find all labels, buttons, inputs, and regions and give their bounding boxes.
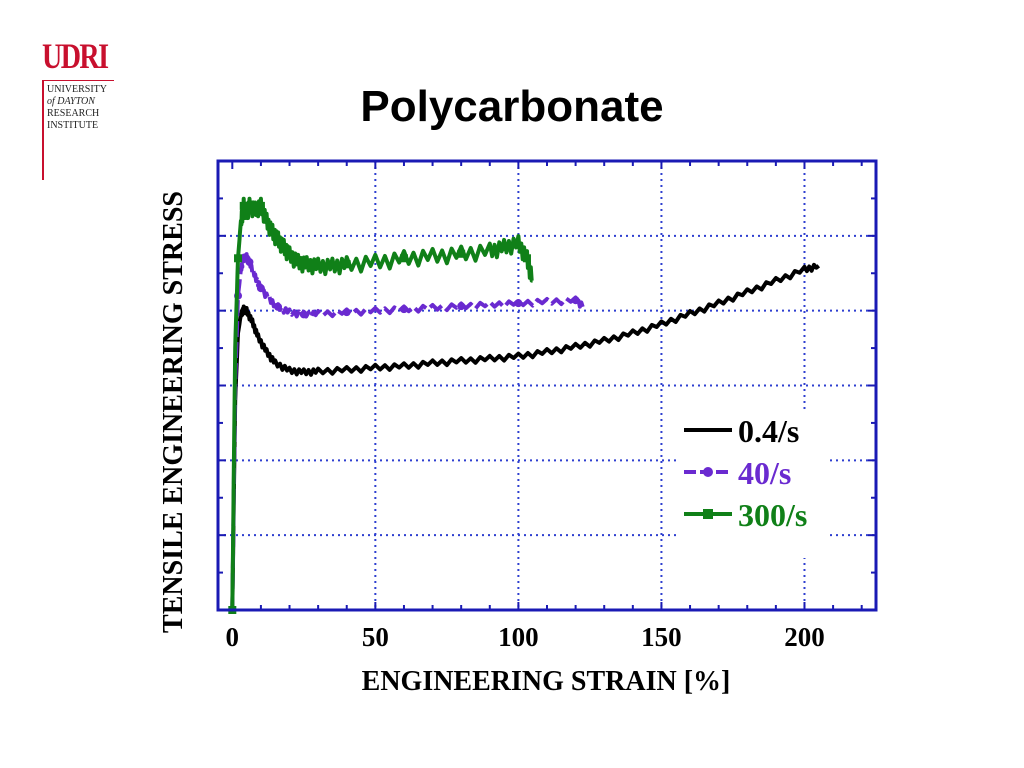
data-point (399, 305, 408, 314)
legend-marker (703, 467, 713, 477)
logo-rule (42, 80, 114, 81)
plot-frame (216, 159, 878, 612)
logo-sidebar (42, 80, 44, 180)
data-point (245, 258, 254, 267)
data-point (514, 299, 523, 308)
data-point (314, 261, 323, 270)
data-point (457, 249, 466, 258)
data-point (268, 228, 277, 237)
series-layer (228, 196, 821, 614)
data-point (522, 254, 531, 263)
data-point (279, 243, 288, 252)
legend-item: 0.4/s (684, 413, 799, 449)
data-point (342, 308, 351, 317)
data-point (256, 201, 265, 210)
x-axis-title: ENGINEERING STRAIN [%] (362, 666, 731, 697)
legend-marker (703, 509, 713, 519)
series-40-s (228, 252, 585, 614)
x-tick-label-200: 200 (784, 622, 825, 652)
legend-item: 40/s (684, 455, 791, 491)
logo-line-dayton: of DAYTON (47, 96, 95, 107)
legend-label: 300/s (738, 497, 807, 533)
logo-line-institute: INSTITUTE (47, 120, 99, 131)
data-point (239, 201, 248, 210)
x-tick-labels: 0 50 100 150 200 (226, 622, 825, 652)
logo-line-university: UNIVERSITY (47, 84, 107, 95)
data-point (274, 302, 283, 311)
data-point (299, 310, 308, 319)
data-point (234, 254, 243, 263)
x-tick-label-100: 100 (498, 622, 539, 652)
legend-item: 300/s (684, 497, 807, 533)
legend-background (676, 410, 826, 558)
data-point (256, 284, 265, 293)
x-tick-label-50: 50 (362, 622, 389, 652)
series-300-s (228, 196, 534, 614)
udri-logo: UDRI UNIVERSITY of DAYTON RESEARCH INSTI… (42, 36, 116, 180)
y-axis-title: TENSILE ENGINEERING STRESS (158, 191, 189, 633)
page-title: Polycarbonate (360, 82, 664, 131)
x-tick-label-0: 0 (226, 622, 240, 652)
legend-label: 0.4/s (738, 413, 799, 449)
data-point (500, 243, 509, 252)
x-tick-label-150: 150 (641, 622, 682, 652)
data-point (245, 201, 254, 210)
logo-mark: UDRI (42, 36, 109, 76)
series-line (230, 252, 585, 611)
data-point (457, 302, 466, 311)
series-line (230, 196, 534, 611)
data-point (294, 258, 303, 267)
data-point (342, 260, 351, 269)
legend: 0.4/s 40/s 300/s (676, 410, 826, 558)
series-0-4-s (230, 262, 821, 611)
series-line (230, 262, 821, 611)
logo-line-research: RESEARCH (47, 108, 100, 119)
legend-label: 40/s (738, 455, 791, 491)
data-point (571, 296, 580, 305)
data-point (399, 254, 408, 263)
